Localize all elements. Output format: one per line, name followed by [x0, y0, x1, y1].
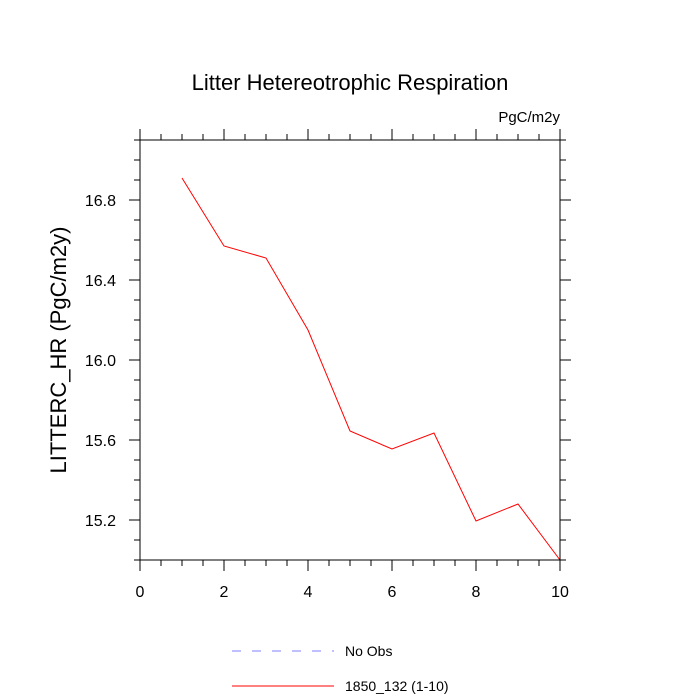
legend: No Obs 1850_132 (1-10) — [232, 643, 449, 694]
x-tick-label: 10 — [551, 584, 569, 601]
legend-series-label: 1850_132 (1-10) — [345, 678, 449, 694]
y-tick-label: 15.2 — [85, 513, 116, 530]
x-tick-label: 0 — [136, 584, 145, 601]
y-axis-label: LITTERC_HR (PgC/m2y) — [46, 227, 71, 474]
chart-title: Litter Hetereotrophic Respiration — [192, 70, 509, 95]
x-tick-label: 8 — [472, 584, 481, 601]
tick-labels: 0 2 4 6 8 10 15.2 15.6 16.0 16.4 16.8 — [85, 193, 569, 601]
series-group — [181, 177, 561, 561]
legend-no-obs-label: No Obs — [345, 643, 392, 659]
y-tick-label: 16.4 — [85, 273, 116, 290]
y-tick-label: 16.8 — [85, 193, 116, 210]
y-tick-label: 15.6 — [85, 433, 116, 450]
series-line-0 — [181, 177, 561, 561]
x-tick-label: 6 — [388, 584, 397, 601]
x-tick-label: 2 — [220, 584, 229, 601]
y-tick-label: 16.0 — [85, 353, 116, 370]
plot-frame — [139, 139, 561, 561]
units-label: PgC/m2y — [498, 109, 560, 126]
x-tick-label: 4 — [304, 584, 313, 601]
axis-ticks — [129, 129, 571, 571]
